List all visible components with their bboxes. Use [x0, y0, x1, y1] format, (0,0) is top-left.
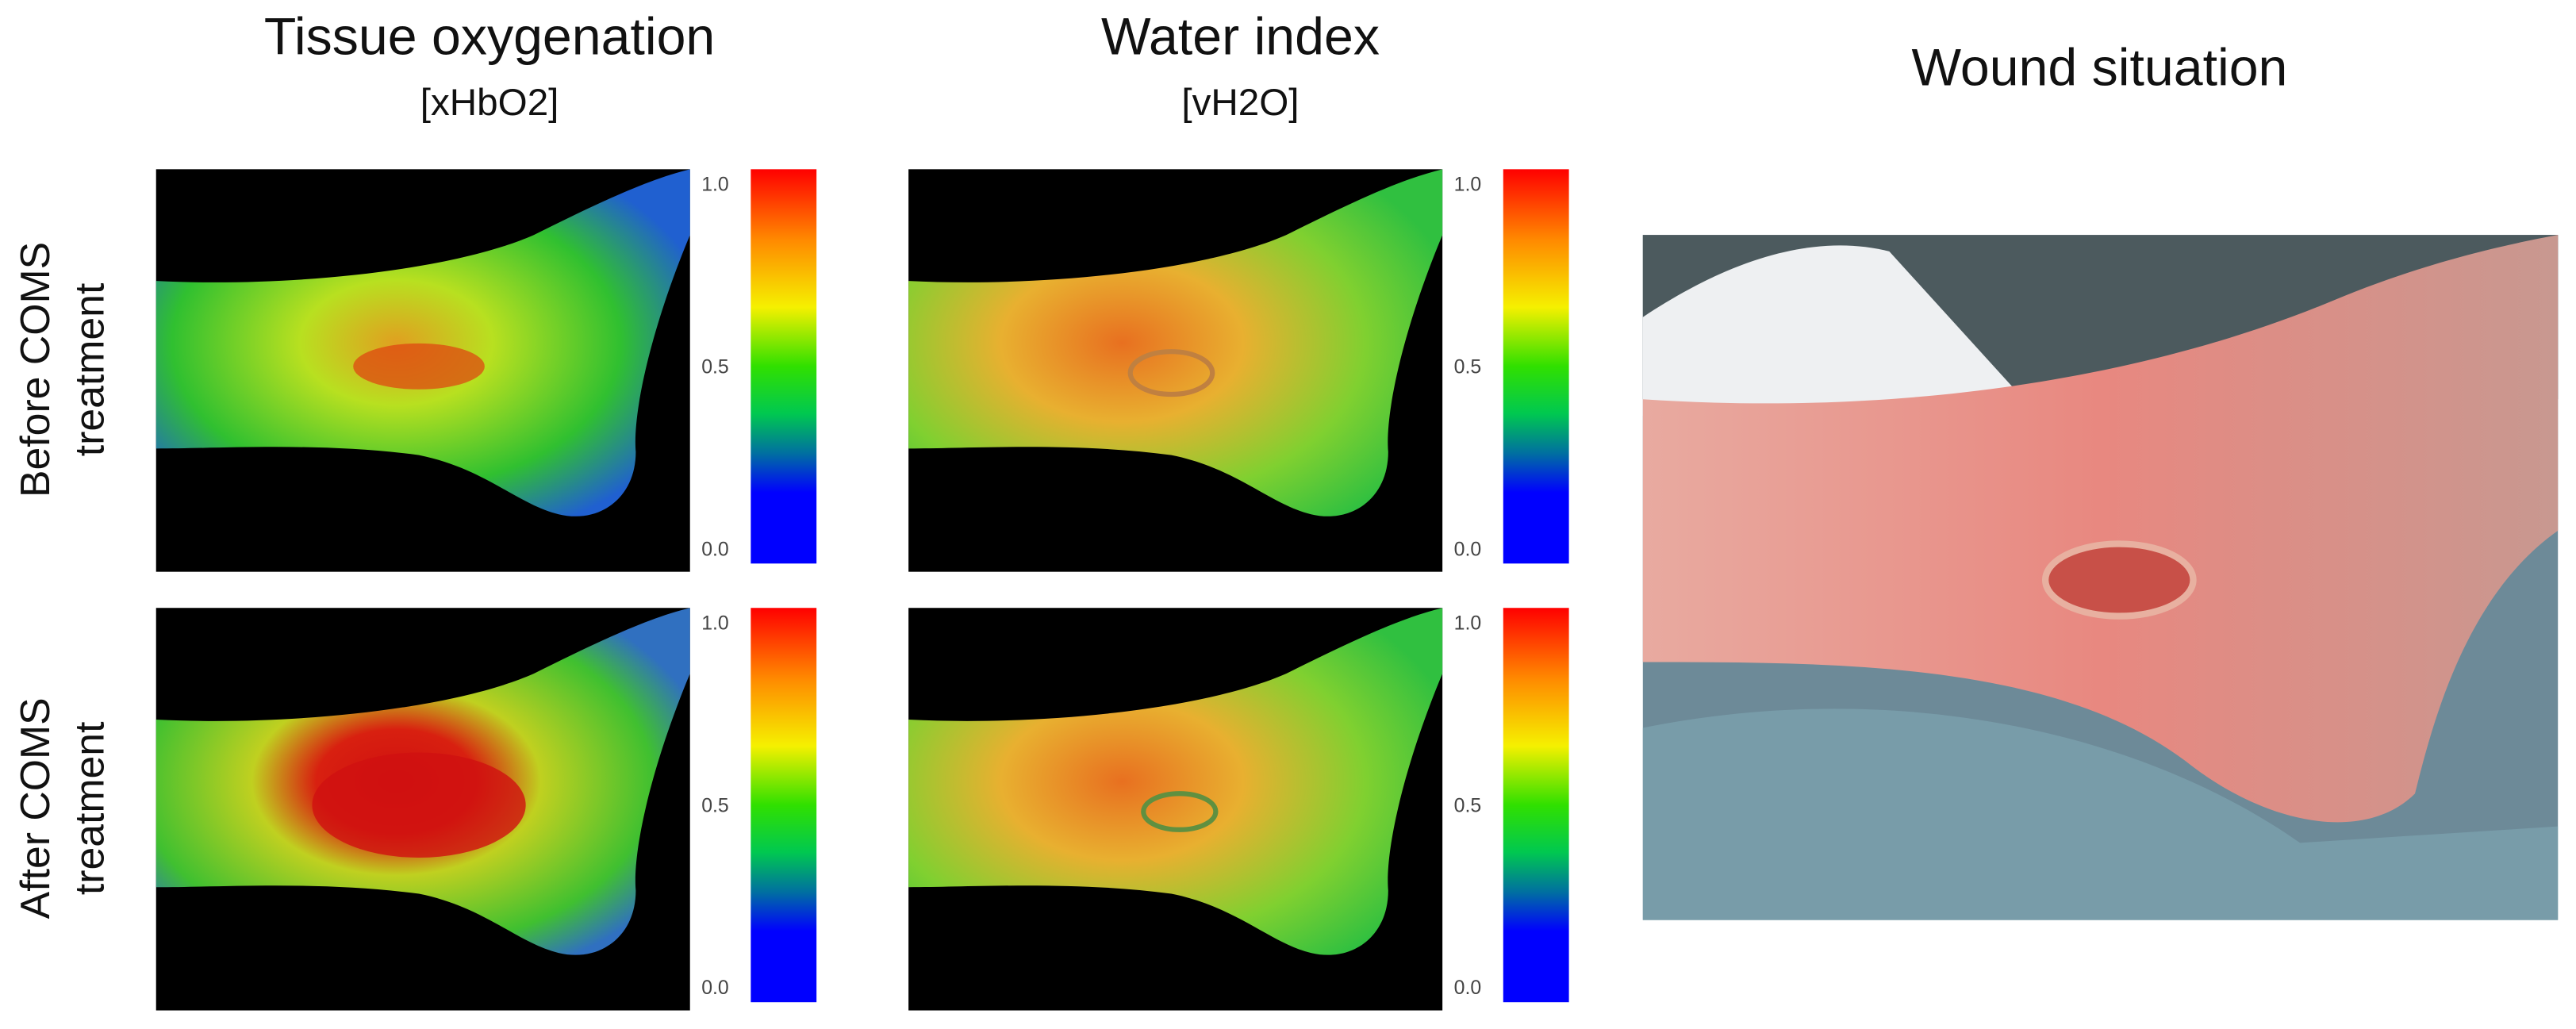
colorbar	[1503, 608, 1569, 1003]
colorbar-tick-label: 0.0	[701, 539, 729, 560]
heatmap	[908, 608, 1443, 1011]
colorbar-tick-label: 1.0	[1454, 612, 1482, 634]
heatmap	[908, 169, 1443, 572]
column-title: Water index	[1101, 7, 1380, 66]
heatmap	[155, 169, 690, 572]
colorbar-tick-label: 0.5	[1454, 356, 1482, 378]
colorbar-tick-label: 0.5	[701, 356, 729, 378]
row-label: treatment	[66, 722, 112, 896]
column-title: Wound situation	[1912, 39, 2288, 98]
colorbar-tick-label: 0.0	[1454, 539, 1482, 560]
heatmaps	[155, 169, 1443, 1011]
column-subtitle: [vH2O]	[1181, 82, 1299, 124]
heatmap	[155, 608, 690, 1011]
wound-photo	[1642, 235, 2559, 920]
colorbar-tick-label: 0.0	[701, 977, 729, 999]
row-label: After COMS	[12, 697, 58, 919]
colorbar-tick-label: 1.0	[701, 175, 729, 196]
colorbar	[751, 169, 817, 564]
colorbar-tick-label: 1.0	[701, 612, 729, 634]
colorbar-tick-label: 0.5	[1454, 795, 1482, 816]
column-title: Tissue oxygenation	[264, 7, 715, 66]
colorbar-tick-label: 0.0	[1454, 977, 1482, 999]
column-titles: Tissue oxygenation [xHbO2] Water index […	[264, 7, 2288, 124]
row-label: Before COMS	[12, 242, 58, 497]
row-label: treatment	[66, 283, 112, 457]
column-subtitle: [xHbO2]	[420, 82, 559, 124]
colorbar	[751, 608, 817, 1003]
row-labels: Before COMS treatment After COMS treatme…	[12, 242, 112, 919]
colorbar	[1503, 169, 1569, 564]
colorbars: 0.0 0.5 1.0 0.0 0.5 1.0 0.0 0.5 1.0 0.0 0.5 1.0	[701, 169, 1569, 1003]
colorbar-tick-label: 1.0	[1454, 175, 1482, 196]
colorbar-tick-label: 0.5	[701, 795, 729, 816]
